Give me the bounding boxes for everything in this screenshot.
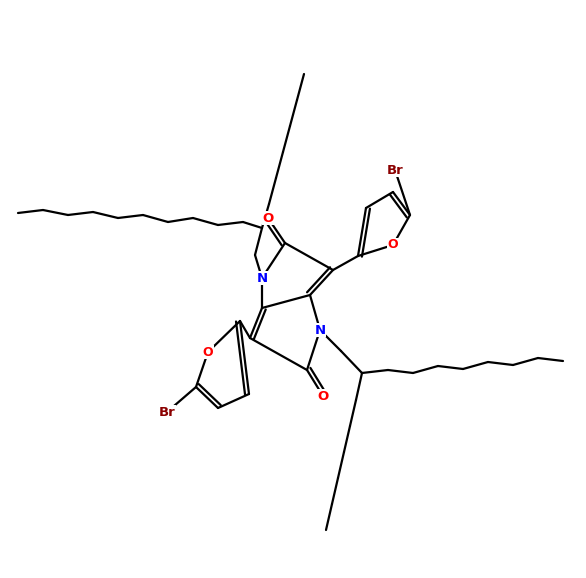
Text: Br: Br — [159, 406, 175, 418]
Text: O: O — [318, 390, 329, 402]
Text: N: N — [257, 272, 268, 284]
Text: O: O — [203, 346, 213, 358]
Text: O: O — [388, 239, 398, 251]
Text: Br: Br — [387, 164, 403, 176]
Text: O: O — [263, 212, 274, 224]
Text: N: N — [315, 324, 326, 336]
